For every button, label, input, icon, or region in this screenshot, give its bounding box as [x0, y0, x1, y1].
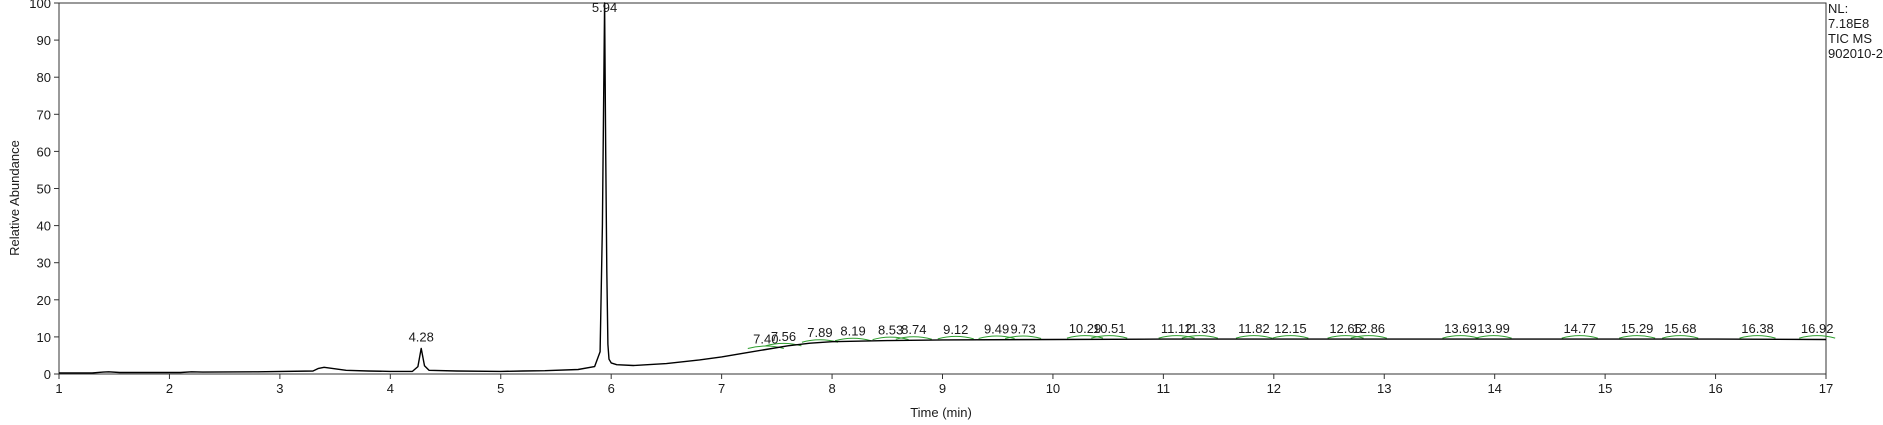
- integration-mark: [1739, 335, 1776, 339]
- integration-mark: [895, 336, 932, 340]
- integration-mark: [978, 335, 1015, 339]
- y-tick-label: 10: [37, 330, 51, 345]
- x-tick-label: 4: [387, 381, 394, 396]
- peak-label: 8.74: [901, 322, 926, 337]
- peak-label: 15.68: [1664, 321, 1697, 336]
- integration-mark: [1272, 335, 1309, 339]
- x-tick-label: 7: [718, 381, 725, 396]
- x-tick-label: 14: [1487, 381, 1501, 396]
- integration-mark: [1066, 335, 1104, 339]
- x-axis: 1 2 3 4 5 6 7 8 9 10 11 12 13 14 15 16 17: [55, 374, 1833, 396]
- integration-mark: [1662, 335, 1699, 339]
- y-axis: 0 10 20 30 40 50 60 70 80 90 100: [29, 0, 59, 382]
- integration-mark: [1235, 335, 1273, 339]
- x-tick-label: 5: [497, 381, 504, 396]
- integration-mark: [1004, 335, 1042, 339]
- peak-label: 13.99: [1477, 321, 1510, 336]
- tic-trace: [59, 2, 1827, 374]
- header-line: TIC MS: [1828, 31, 1872, 46]
- x-tick-label: 15: [1598, 381, 1612, 396]
- integration-mark: [937, 335, 974, 340]
- plot-frame-rect: [58, 2, 1827, 375]
- y-axis-title: Relative Abundance: [7, 140, 22, 256]
- integration-mark: [1475, 335, 1512, 339]
- y-tick-label: 40: [37, 219, 51, 234]
- peak-label: 7.40: [753, 332, 778, 347]
- integration-mark: [1158, 335, 1195, 339]
- x-tick-label: 9: [939, 381, 946, 396]
- y-tick-label: 20: [37, 293, 51, 308]
- peak-label: 10.51: [1093, 321, 1126, 336]
- integration-marks: [747, 335, 1836, 349]
- integration-mark: [1350, 335, 1387, 339]
- peak-label: 8.53: [878, 323, 903, 338]
- integration-mark: [1442, 335, 1479, 339]
- peak-label: 7.89: [807, 325, 832, 340]
- integration-mark: [1091, 335, 1128, 339]
- integration-mark: [1327, 335, 1364, 339]
- x-tick-label: 3: [276, 381, 283, 396]
- peak-label: 9.12: [943, 322, 968, 337]
- y-tick-label: 90: [37, 33, 51, 48]
- peak-label: 11.12: [1161, 321, 1193, 336]
- x-tick-label: 6: [608, 381, 615, 396]
- header-line: 7.18E8: [1828, 16, 1869, 31]
- x-tick-label: 17: [1819, 381, 1833, 396]
- peak-label: 14.77: [1563, 321, 1596, 336]
- x-tick-label: 11: [1157, 381, 1171, 396]
- integration-mark: [834, 337, 872, 342]
- y-tick-label: 50: [37, 182, 51, 197]
- integration-mark: [1619, 335, 1656, 339]
- peak-label: 12.86: [1353, 321, 1386, 336]
- integration-mark: [1561, 335, 1598, 339]
- peak-label: 11.82: [1238, 321, 1270, 336]
- integration-mark: [872, 336, 909, 341]
- peak-label: 15.29: [1621, 321, 1654, 336]
- y-tick-label: 80: [37, 70, 51, 85]
- x-tick-label: 12: [1267, 381, 1281, 396]
- peak-label: 4.28: [409, 329, 434, 344]
- x-tick-label: 16: [1708, 381, 1722, 396]
- peak-label: 16.92: [1801, 321, 1834, 336]
- plot-frame: [58, 2, 1827, 375]
- peak-label: 16.38: [1741, 321, 1774, 336]
- y-tick-label: 30: [37, 256, 51, 271]
- peak-label: 10.29: [1069, 321, 1102, 336]
- x-axis-title: Time (min): [910, 405, 972, 420]
- y-tick-label: 0: [44, 367, 51, 382]
- y-tick-label: 70: [37, 107, 51, 122]
- peak-label: 11.33: [1184, 321, 1216, 336]
- x-tick-label: 8: [828, 381, 835, 396]
- peak-label: 9.73: [1010, 321, 1035, 336]
- peak-label: 13.69: [1444, 321, 1477, 336]
- peak-labels: 4.28 5.94 7.407.56 7.89 8.19 8.538.74 9.12 9.49…: [409, 0, 1834, 347]
- peak-label: 8.19: [840, 324, 865, 339]
- peak-label: 5.94: [592, 0, 617, 15]
- peak-label: 9.49: [984, 321, 1009, 336]
- peak-label: 12.15: [1274, 321, 1307, 336]
- x-tick-label: 10: [1046, 381, 1060, 396]
- y-tick-label: 100: [29, 0, 51, 11]
- peak-label: 7.56: [771, 329, 796, 344]
- x-tick-label: 13: [1377, 381, 1391, 396]
- header-line: NL:: [1828, 1, 1848, 16]
- integration-mark: [1181, 335, 1218, 339]
- x-tick-label: 2: [166, 381, 173, 396]
- trace-group: [59, 2, 1827, 374]
- y-tick-label: 60: [37, 144, 51, 159]
- x-tick-label: 1: [55, 381, 62, 396]
- peak-label: 12.65: [1329, 321, 1362, 336]
- integration-mark: [1799, 335, 1836, 339]
- header-line: 902010-2: [1828, 46, 1883, 61]
